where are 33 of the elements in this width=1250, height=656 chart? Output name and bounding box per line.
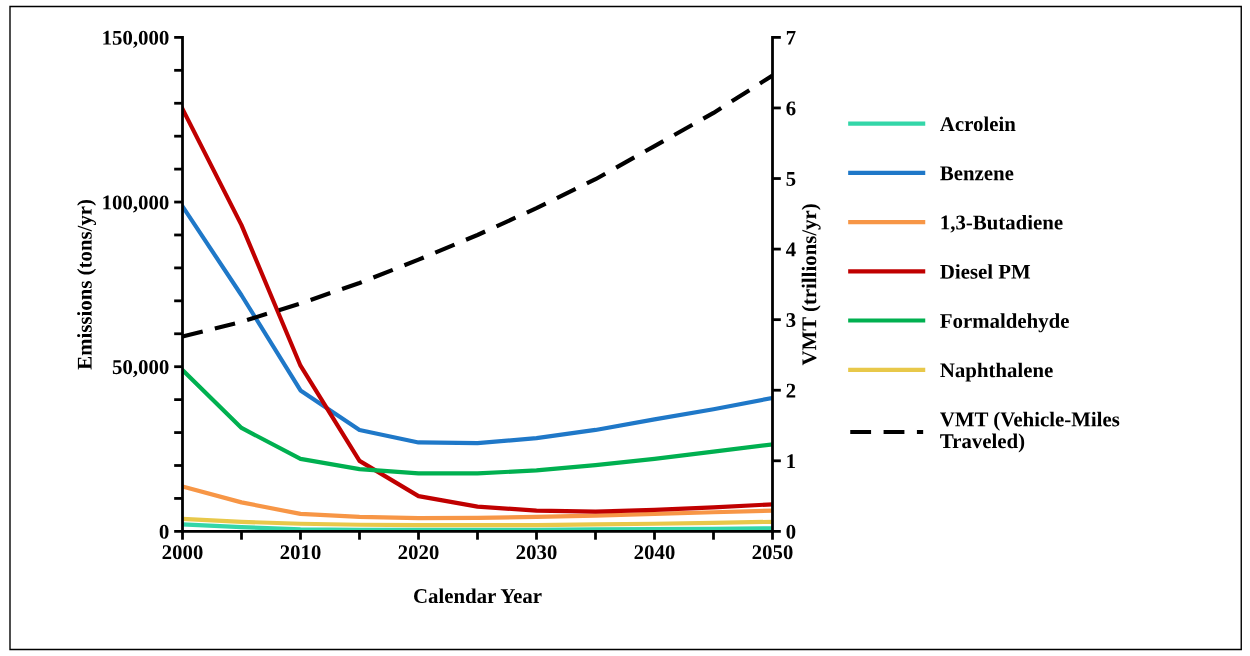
y2-axis-title: VMT (trillions/yr) [801, 204, 821, 366]
y2-tick-label: 3 [786, 313, 796, 328]
y-axis-title: Emissions (tons/yr) [77, 199, 97, 370]
legend-label: Acrolein [940, 116, 1016, 132]
y2-tick-label: 1 [787, 454, 796, 469]
y-tick-label: 0 [159, 524, 169, 539]
y2-tick-label: 5 [786, 172, 796, 186]
legend-label: Benzene [940, 166, 1014, 181]
legend-label: Formaldehyde [940, 313, 1069, 333]
line-series [182, 516, 773, 528]
y2-tick-label: 7 [786, 30, 796, 45]
legend-label: Diesel PM [940, 264, 1031, 279]
legend-label: Naphthalene [940, 362, 1053, 382]
x-axis-title: Calendar Year [414, 588, 542, 604]
y2-tick-label: 4 [785, 242, 796, 257]
line-series [182, 484, 773, 521]
line-series [182, 367, 773, 476]
y2-tick-label: 6 [786, 101, 796, 116]
line-series [182, 106, 773, 514]
x-tick-label: 2020 [398, 545, 439, 560]
y2-tick-label: 0 [786, 524, 796, 539]
y-tick-label: 50,000 [112, 360, 169, 378]
x-tick-label: 2000 [162, 545, 203, 560]
x-tick-label: 2010 [280, 545, 321, 560]
legend-label: VMT (Vehicle-Miles Traveled) [940, 411, 1120, 453]
legend-label: 1,3-Butadiene [941, 214, 1063, 233]
x-tick-label: 2030 [516, 545, 557, 560]
line-series [182, 204, 773, 446]
y-tick-label: 100,000 [103, 195, 169, 213]
x-tick-label: 2040 [634, 545, 675, 560]
y-tick-label: 150,000 [103, 30, 169, 48]
x-tick-label: 2050 [752, 545, 793, 560]
y2-tick-label: 2 [786, 383, 796, 398]
